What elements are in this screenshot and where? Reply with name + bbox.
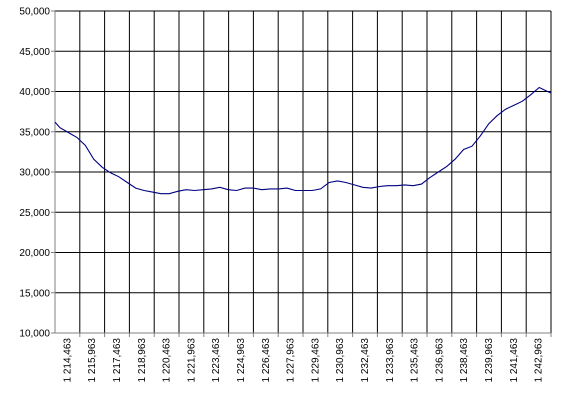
y-axis-ticks: 10,000 15,000 20,000 25,000 30,000 35,000 40,0… [19, 7, 55, 340]
y-tick-label: 15,000 [19, 288, 50, 299]
x-tick-label: 1 224,963 [236, 338, 247, 383]
y-tick-label: 20,000 [19, 248, 50, 259]
y-tick-label: 50,000 [19, 7, 50, 18]
x-tick-label: 1 220,463 [162, 338, 173, 383]
x-tick-label: 1 229,463 [310, 338, 321, 383]
y-tick-label: 25,000 [19, 208, 50, 219]
x-tick-label: 1 230,963 [335, 338, 346, 383]
series-group [54, 86, 552, 195]
y-tick-label: 45,000 [19, 47, 50, 58]
x-tick-label: 1 241,463 [509, 338, 520, 383]
x-tick-label: 1 226,463 [261, 338, 272, 383]
x-tick-label: 1 223,463 [211, 338, 222, 383]
x-tick-label: 1 236,963 [434, 338, 445, 383]
x-tick-label: 1 215,963 [87, 338, 98, 383]
x-tick-label: 1 232,463 [360, 338, 371, 383]
x-tick-label: 1 218,963 [137, 338, 148, 383]
series-line-0 [54, 86, 552, 195]
x-tick-label: 1 235,463 [410, 338, 421, 383]
x-tick-label: 1 242,963 [534, 338, 545, 383]
x-tick-label: 1 239,963 [484, 338, 495, 383]
x-axis-ticks: 1 214,463 1 215,963 1 217,463 1 218,963 1 22… [62, 333, 552, 383]
y-tick-label: 35,000 [19, 127, 50, 138]
x-tick-label: 1 214,463 [62, 338, 73, 383]
x-tick-label: 1 221,963 [186, 338, 197, 383]
x-tick-label: 1 233,963 [385, 338, 396, 383]
x-tick-label: 1 238,463 [459, 338, 470, 383]
y-tick-label: 30,000 [19, 168, 50, 179]
y-tick-label: 40,000 [19, 87, 50, 98]
x-tick-label: 1 217,463 [112, 338, 123, 383]
y-tick-label: 10,000 [19, 329, 50, 340]
x-tick-label: 1 227,963 [286, 338, 297, 383]
